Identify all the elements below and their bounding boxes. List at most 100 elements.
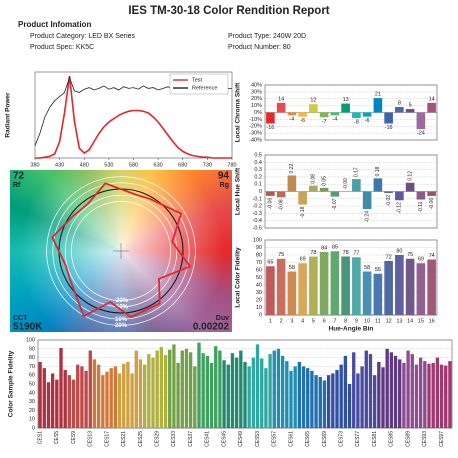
data-label: -6 xyxy=(300,118,305,124)
bar xyxy=(46,382,51,428)
bar xyxy=(427,259,436,315)
bar xyxy=(381,367,385,428)
product-field: Product Category: LED BX Series xyxy=(30,33,136,40)
data-label: 80 xyxy=(396,248,402,254)
y-tick-label: 40% xyxy=(251,82,262,88)
data-label: 74 xyxy=(429,253,435,259)
bar xyxy=(155,350,159,428)
bar xyxy=(427,191,436,196)
bar xyxy=(362,191,372,210)
y-tick-label: 90 xyxy=(256,245,262,251)
x-tick-label: 380 xyxy=(30,162,39,168)
bar xyxy=(234,357,239,428)
bar xyxy=(71,379,76,428)
data-label: -0.07 xyxy=(332,198,338,210)
y-tick-label: 0 xyxy=(259,312,262,318)
bar xyxy=(280,355,285,428)
rg-value: 94 xyxy=(218,171,230,182)
y-tick-label: 60 xyxy=(256,267,262,273)
bar xyxy=(341,256,350,315)
bar xyxy=(130,373,134,428)
x-tick-label: 13 xyxy=(396,318,402,324)
data-label: -0.06 xyxy=(429,198,435,210)
bar xyxy=(347,384,352,428)
y-tick-label: 70 xyxy=(256,260,262,266)
y-tick-label: 10% xyxy=(251,103,262,109)
bar xyxy=(247,366,251,428)
data-label: 85 xyxy=(332,245,338,251)
bar xyxy=(172,344,176,428)
data-label: -16 xyxy=(385,125,393,131)
y-tick-label: 40 xyxy=(29,390,35,396)
y-tick-label: 60 xyxy=(29,373,35,379)
x-tick-label: CES97 xyxy=(439,431,445,447)
bar xyxy=(335,369,339,428)
bar xyxy=(201,353,205,428)
y-tick-label: 20 xyxy=(29,408,35,414)
bar xyxy=(138,359,143,428)
x-tick-label: CES9 xyxy=(71,431,77,444)
x-tick-label: 14 xyxy=(407,318,413,324)
bar xyxy=(266,266,275,315)
bar xyxy=(395,107,404,113)
plot-frame xyxy=(264,239,438,316)
bar xyxy=(373,273,383,315)
bar xyxy=(377,362,381,428)
series-line xyxy=(35,75,232,159)
bar xyxy=(163,354,168,428)
x-tick-label: CES93 xyxy=(422,431,428,447)
x-tick-label: CES45 xyxy=(221,431,227,447)
y-tick-label: 30% xyxy=(251,89,262,95)
bar xyxy=(176,362,180,428)
product-field: Product Number: 80 xyxy=(228,44,291,51)
y-tick-label: 50 xyxy=(256,275,262,281)
ring xyxy=(52,182,190,320)
y-tick-label: 0% xyxy=(254,110,262,116)
bar xyxy=(59,347,63,428)
bar xyxy=(444,365,448,428)
bar xyxy=(298,112,307,117)
bar xyxy=(222,360,226,428)
y-tick-label: -0.4 xyxy=(253,218,262,224)
x-tick-label: 16 xyxy=(429,318,435,324)
x-tick-label: CES85 xyxy=(389,431,395,447)
y-axis-label: Radiant Power xyxy=(5,92,12,138)
bar xyxy=(293,366,297,428)
rf-value: 72 xyxy=(13,171,25,182)
bar xyxy=(384,112,393,124)
bar xyxy=(218,350,222,428)
ring-label: 20% xyxy=(115,323,128,329)
x-tick-label: CES89 xyxy=(405,431,411,447)
bar xyxy=(205,355,210,428)
data-label: 0.08 xyxy=(311,174,317,184)
bar xyxy=(92,359,97,428)
bar xyxy=(301,366,306,428)
data-label: -4 xyxy=(332,117,337,123)
y-tick-label: -20% xyxy=(249,124,262,130)
test-polygon xyxy=(51,182,192,319)
x-tick-label: 11 xyxy=(375,318,381,324)
bar xyxy=(373,98,383,113)
bar xyxy=(264,368,268,428)
y-tick-label: -0.3 xyxy=(253,211,262,217)
x-tick-label: CES33 xyxy=(171,431,177,447)
x-tick-label: 6 xyxy=(323,318,326,324)
bar xyxy=(188,352,193,428)
x-tick-label: 630 xyxy=(154,162,163,168)
data-label: -0.08 xyxy=(278,199,284,211)
bar xyxy=(343,355,348,428)
y-tick-label: 10 xyxy=(29,417,35,423)
y-tick-label: -10% xyxy=(249,117,262,123)
data-label: 13 xyxy=(343,97,349,103)
x-tick-label: CES41 xyxy=(205,431,211,447)
bar xyxy=(362,112,372,117)
bar xyxy=(214,346,218,428)
data-label: -24 xyxy=(417,130,425,136)
data-label: 0.17 xyxy=(354,167,360,177)
bar xyxy=(289,370,293,428)
bar xyxy=(406,350,410,428)
x-tick-label: CES25 xyxy=(138,431,144,447)
x-tick-label: CES77 xyxy=(355,431,361,447)
x-tick-label: 580 xyxy=(129,162,138,168)
bar xyxy=(193,366,197,428)
